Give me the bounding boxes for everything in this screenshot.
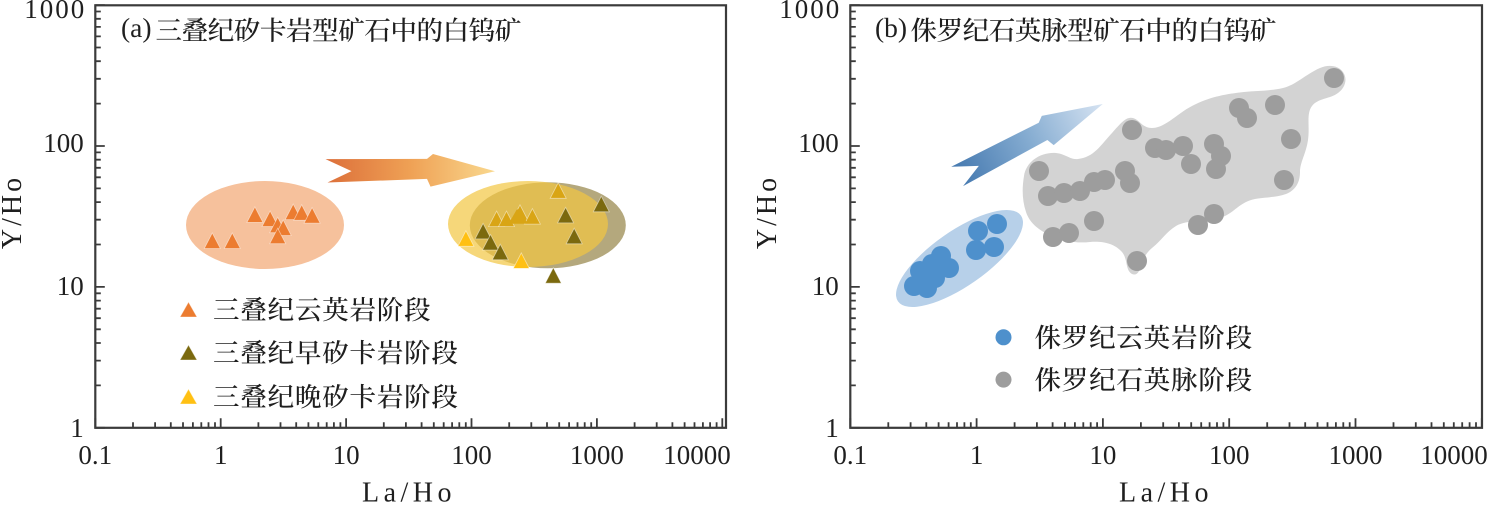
- svg-text:1000: 1000: [570, 440, 624, 470]
- svg-text:100: 100: [451, 440, 492, 470]
- svg-text:10: 10: [1089, 440, 1116, 470]
- svg-text:10: 10: [57, 271, 84, 301]
- svg-text:1: 1: [825, 413, 839, 443]
- svg-text:1: 1: [214, 440, 228, 470]
- svg-text:0.1: 0.1: [833, 440, 867, 470]
- svg-text:10000: 10000: [1420, 440, 1487, 470]
- svg-text:Y/Ho: Y/Ho: [0, 175, 28, 249]
- svg-text:1000: 1000: [1329, 440, 1383, 470]
- svg-text:(b): (b): [875, 12, 907, 43]
- svg-text:La/Ho: La/Ho: [362, 478, 456, 508]
- svg-text:0.1: 0.1: [78, 440, 112, 470]
- svg-text:La/Ho: La/Ho: [1119, 478, 1213, 508]
- svg-text:Y/Ho: Y/Ho: [752, 175, 783, 249]
- svg-text:10000: 10000: [663, 440, 731, 470]
- svg-text:10: 10: [812, 271, 839, 301]
- svg-text:(a): (a): [121, 12, 152, 43]
- svg-text:1: 1: [70, 413, 84, 443]
- svg-text:1000: 1000: [779, 0, 841, 24]
- svg-text:100: 100: [798, 128, 839, 158]
- svg-text:10: 10: [333, 440, 360, 470]
- svg-text:1000: 1000: [24, 0, 86, 24]
- svg-text:1: 1: [970, 440, 984, 470]
- svg-text:100: 100: [43, 128, 84, 158]
- svg-text:100: 100: [1209, 440, 1250, 470]
